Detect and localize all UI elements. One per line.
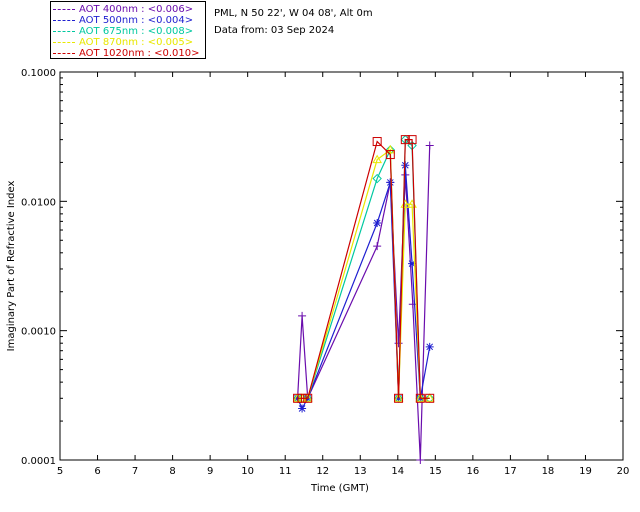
data-point bbox=[394, 393, 404, 403]
data-point bbox=[385, 150, 395, 160]
legend-label-675nm: AOT 675nm : <0.008> bbox=[79, 26, 194, 37]
x-tick-label: 7 bbox=[132, 466, 138, 477]
legend-label-500nm: AOT 500nm : <0.004> bbox=[79, 15, 194, 26]
data-point bbox=[372, 154, 383, 164]
y-tick-label: 0.0001 bbox=[21, 456, 56, 467]
plot-frame bbox=[59, 71, 624, 461]
data-point bbox=[400, 135, 410, 145]
data-point bbox=[373, 218, 382, 227]
data-point bbox=[373, 242, 382, 251]
x-tick-label: 18 bbox=[542, 466, 555, 477]
x-tick-label: 8 bbox=[169, 466, 175, 477]
series-4 bbox=[293, 135, 435, 403]
y-axis-ticks: 0.0001 0.0010 0.0100 0.1000 bbox=[21, 68, 623, 467]
data-point bbox=[408, 300, 417, 309]
y-axis-label: Imaginary Part of Refractive Index bbox=[6, 181, 17, 352]
x-tick-label: 11 bbox=[279, 466, 292, 477]
x-tick-label: 12 bbox=[316, 466, 329, 477]
series-line bbox=[297, 138, 430, 399]
data-point bbox=[393, 393, 404, 402]
x-tick-label: 9 bbox=[207, 466, 213, 477]
legend-swatch-870nm bbox=[53, 41, 75, 43]
data-point bbox=[303, 393, 313, 403]
data-point bbox=[372, 173, 382, 184]
location-label: PML, N 50 22', W 04 08', Alt 0m bbox=[214, 8, 373, 19]
data-point bbox=[407, 135, 417, 145]
data-point bbox=[425, 342, 434, 351]
legend-entry-500nm: AOT 500nm : <0.004> bbox=[53, 14, 193, 27]
legend-label-400nm: AOT 400nm : <0.006> bbox=[79, 4, 194, 15]
data-point bbox=[293, 393, 303, 403]
legend-entry-870nm: AOT 870nm : <0.005> bbox=[53, 36, 193, 49]
data-point bbox=[415, 393, 425, 403]
series-line bbox=[297, 139, 430, 399]
data-point bbox=[298, 404, 307, 413]
data-point bbox=[298, 311, 307, 320]
data-point bbox=[416, 456, 425, 464]
x-tick-label: 13 bbox=[354, 466, 367, 477]
x-tick-label: 16 bbox=[466, 466, 479, 477]
legend-entry-1020nm: AOT 1020nm : <0.010> bbox=[53, 47, 199, 60]
data-point bbox=[385, 144, 396, 154]
x-tick-label: 6 bbox=[94, 466, 100, 477]
data-series bbox=[292, 134, 435, 464]
x-tick-label: 5 bbox=[57, 466, 63, 477]
date-label: Data from: 03 Sep 2024 bbox=[214, 25, 335, 36]
x-tick-label: 20 bbox=[617, 466, 630, 477]
data-point bbox=[425, 141, 434, 150]
y-tick-label: 0.1000 bbox=[21, 68, 56, 79]
x-tick-label: 14 bbox=[391, 466, 404, 477]
legend-swatch-500nm bbox=[53, 19, 75, 21]
legend-swatch-1020nm bbox=[53, 52, 75, 54]
x-tick-label: 19 bbox=[579, 466, 592, 477]
data-point bbox=[386, 178, 395, 187]
data-point bbox=[408, 259, 417, 268]
data-point bbox=[401, 161, 410, 170]
legend-label-870nm: AOT 870nm : <0.005> bbox=[79, 37, 194, 48]
legend-swatch-400nm bbox=[53, 8, 75, 10]
y-tick-label: 0.0010 bbox=[21, 327, 56, 338]
legend-swatch-675nm bbox=[53, 30, 75, 32]
legend-entry-675nm: AOT 675nm : <0.008> bbox=[53, 25, 193, 38]
x-tick-label: 17 bbox=[504, 466, 517, 477]
x-tick-label: 10 bbox=[241, 466, 254, 477]
data-point bbox=[297, 393, 307, 403]
x-axis-ticks: 5 6 7 8 9 10 11 12 13 14 15 16 17 18 19 20 bbox=[57, 72, 630, 477]
x-tick-label: 15 bbox=[429, 466, 442, 477]
legend-entry-400nm: AOT 400nm : <0.006> bbox=[53, 3, 193, 16]
legend: AOT 400nm : <0.006> AOT 500nm : <0.004> … bbox=[50, 1, 206, 59]
data-point bbox=[372, 137, 382, 147]
y-tick-label: 0.0100 bbox=[21, 197, 56, 208]
legend-label-1020nm: AOT 1020nm : <0.010> bbox=[79, 48, 200, 59]
data-point bbox=[425, 393, 435, 403]
series-line bbox=[297, 165, 431, 410]
x-axis-label: Time (GMT) bbox=[310, 483, 369, 494]
